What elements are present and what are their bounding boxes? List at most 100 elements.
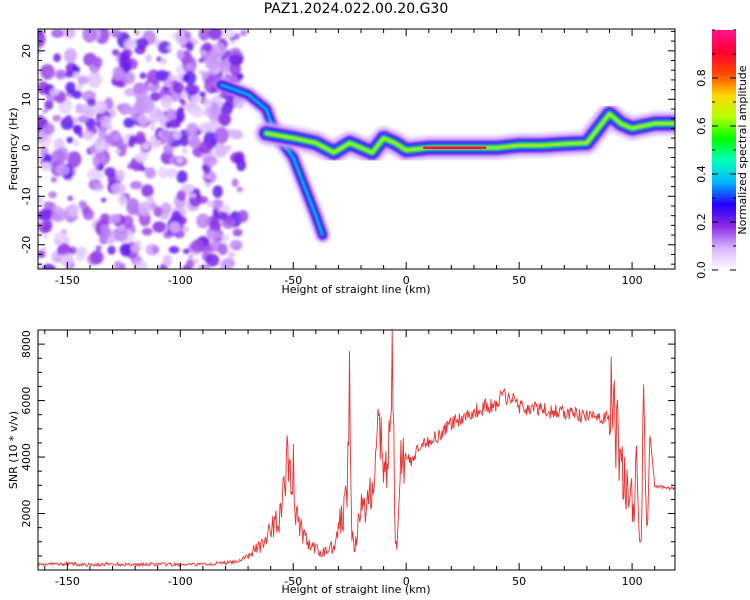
noise-blob	[177, 106, 185, 112]
noise-blob	[43, 153, 53, 163]
noise-blob	[160, 57, 167, 65]
noise-blob	[155, 69, 169, 82]
noise-blob	[180, 73, 190, 82]
noise-blob	[153, 206, 163, 218]
spectrogram-x-tick-label: 0	[403, 274, 410, 287]
noise-blob	[120, 242, 132, 257]
noise-blob	[193, 40, 199, 45]
noise-blob	[42, 122, 55, 135]
noise-blob	[160, 94, 173, 110]
noise-blob	[190, 193, 197, 198]
noise-blob	[166, 45, 172, 51]
snr-y-tick-label: 6000	[20, 387, 33, 415]
colorbar-tick-label: 0.8	[695, 69, 708, 87]
noise-blob	[95, 245, 102, 252]
noise-blob	[51, 149, 66, 163]
noise-blob	[106, 124, 112, 132]
noise-blob	[60, 117, 74, 131]
noise-blob	[77, 83, 83, 91]
noise-blob	[42, 108, 48, 114]
noise-blob	[234, 244, 241, 251]
noise-blob	[141, 227, 153, 236]
noise-blob	[230, 39, 236, 45]
spectrogram-frame	[37, 28, 676, 270]
noise-blob	[198, 141, 213, 154]
noise-blob	[218, 111, 232, 127]
noise-blob	[90, 250, 104, 265]
noise-blob	[76, 104, 92, 115]
noise-blob	[112, 134, 121, 142]
noise-blob	[236, 186, 244, 193]
noise-blob	[165, 167, 177, 178]
noise-blob	[162, 254, 173, 267]
noise-blob	[53, 53, 61, 62]
noise-blob	[135, 131, 146, 141]
noise-blob	[139, 72, 147, 79]
colorbar-gradient	[712, 30, 736, 270]
snr-x-tick-label: -100	[168, 575, 193, 588]
spectrogram-y-tick-label: -10	[20, 187, 33, 205]
noise-blob	[203, 110, 211, 117]
noise-blob	[130, 244, 142, 253]
snr-frame	[37, 329, 676, 571]
noise-blob	[122, 215, 134, 228]
noise-blob	[157, 40, 172, 54]
noise-blob	[119, 263, 126, 269]
noise-blob	[77, 115, 89, 124]
noise-blob	[163, 143, 174, 155]
noise-blob	[205, 120, 221, 133]
noise-blob	[123, 117, 135, 128]
noise-blob	[93, 183, 105, 191]
noise-blob	[165, 108, 177, 121]
snr-plot-area	[38, 330, 675, 570]
noise-blob	[204, 44, 211, 53]
noise-blob	[207, 29, 223, 41]
snr-y-tick-label: 4000	[20, 443, 33, 471]
noise-blob	[124, 87, 136, 97]
noise-blob	[51, 253, 60, 263]
noise-blob	[212, 185, 223, 198]
noise-blob	[71, 90, 83, 99]
noise-blob	[102, 134, 116, 144]
noise-blob	[150, 124, 156, 131]
noise-blob	[161, 129, 172, 139]
noise-blob	[111, 49, 120, 56]
noise-blob	[185, 62, 194, 71]
noise-blob	[104, 167, 116, 178]
noise-blob	[57, 209, 66, 219]
noise-blob	[134, 260, 148, 269]
noise-blob	[63, 48, 78, 64]
noise-blob	[98, 163, 104, 170]
noise-blob	[176, 170, 188, 184]
spectrogram-y-tick-label: 20	[20, 44, 33, 58]
noise-blob	[231, 178, 239, 188]
noise-blob	[67, 203, 79, 217]
noise-blob	[40, 207, 51, 221]
noise-blob	[182, 226, 190, 233]
noise-blob	[190, 239, 205, 253]
noise-blob	[101, 197, 107, 203]
noise-blob	[172, 130, 182, 140]
noise-blob	[55, 164, 70, 176]
noise-blob	[188, 254, 194, 259]
noise-blob	[82, 208, 95, 221]
noise-blob	[144, 167, 156, 179]
noise-blob	[44, 99, 54, 110]
noise-blob	[176, 73, 184, 81]
snr-series-line	[38, 330, 675, 568]
noise-blob	[49, 88, 61, 96]
noise-blob	[121, 71, 136, 85]
noise-blob	[150, 91, 161, 102]
spectrogram-x-tick-label: 50	[512, 274, 526, 287]
noise-blob	[65, 81, 76, 94]
noise-blob	[50, 177, 57, 183]
noise-blob	[234, 155, 243, 164]
noise-blob	[186, 41, 194, 52]
noise-blob	[168, 246, 180, 254]
noise-blob	[156, 56, 162, 63]
noise-blob	[127, 138, 135, 148]
noise-blob	[64, 70, 74, 78]
snr-x-tick-label: 50	[512, 575, 526, 588]
noise-blob	[205, 253, 220, 267]
